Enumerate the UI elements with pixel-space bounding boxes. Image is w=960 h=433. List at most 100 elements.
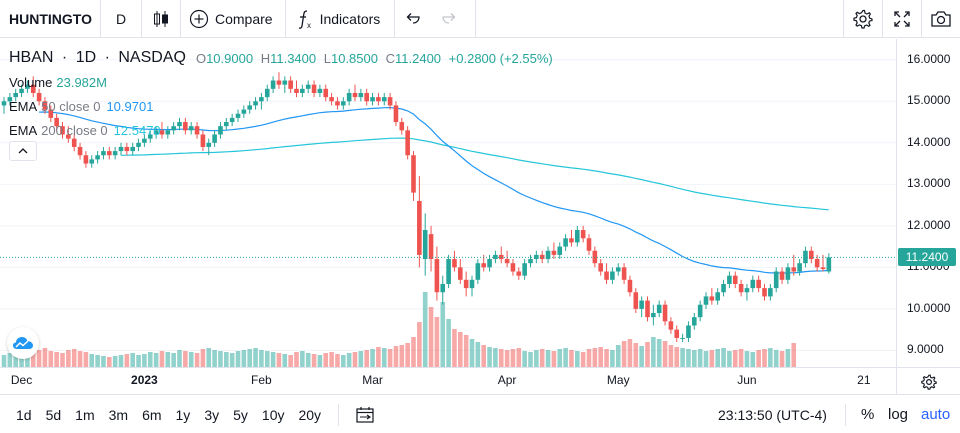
time-scale[interactable]: Dec 2023 Feb Mar Apr May Jun 21 <box>0 367 960 395</box>
candle-body <box>773 271 779 289</box>
snapshot-button[interactable] <box>922 0 960 38</box>
auto-scale-button[interactable]: auto <box>921 396 950 433</box>
candle-body <box>381 97 387 102</box>
range-button-5d[interactable]: 5d <box>45 406 62 423</box>
time-tick: Feb <box>251 373 272 387</box>
candle-body <box>627 279 633 293</box>
chart-pane[interactable] <box>0 39 960 367</box>
range-button-3y[interactable]: 3y <box>204 406 220 423</box>
volume-bar <box>118 355 124 367</box>
volume-bar <box>95 355 100 367</box>
volume-bar <box>311 354 317 367</box>
volume-bar <box>686 349 691 367</box>
range-button-20y[interactable]: 20y <box>298 406 322 423</box>
range-button-5y[interactable]: 5y <box>233 406 248 423</box>
indicators-button[interactable]: x Indicators <box>286 0 395 38</box>
volume-bar <box>516 348 522 367</box>
settings-button[interactable] <box>844 0 882 38</box>
timezone-clock[interactable]: 23:13:50 (UTC-4) <box>718 396 827 433</box>
range-button-1m[interactable]: 1m <box>75 406 95 423</box>
volume-bar <box>651 337 656 367</box>
volume-bar <box>662 341 668 367</box>
candle-body <box>270 80 276 89</box>
candle-body <box>820 267 826 270</box>
chart-type-button[interactable] <box>142 0 180 38</box>
candle-body <box>212 134 217 143</box>
candle-body <box>147 134 153 139</box>
log-scale-button[interactable]: log <box>888 396 908 433</box>
volume-bar <box>604 349 609 367</box>
chevron-up-icon <box>18 148 28 154</box>
ema50-legend[interactable]: EMA 50 close 0 10.9701 <box>9 94 557 118</box>
candle-body <box>826 257 832 272</box>
range-button-3m[interactable]: 3m <box>108 406 129 423</box>
ema200-legend[interactable]: EMA 200 close 0 12.5470 <box>9 118 557 142</box>
ema200-label: EMA <box>9 122 38 138</box>
interval-button[interactable]: D <box>101 0 141 38</box>
candle-body <box>452 259 457 268</box>
candle-body <box>95 155 100 160</box>
undo-button[interactable] <box>395 0 431 38</box>
price-chart[interactable] <box>0 39 896 367</box>
volume-legend[interactable]: Volume 23.982M <box>9 70 557 94</box>
candle-body <box>77 146 83 156</box>
volume-bar <box>1 355 7 367</box>
range-button-1y[interactable]: 1y <box>175 406 191 423</box>
calendar-range-icon <box>356 406 374 423</box>
collapse-legend-button[interactable] <box>9 141 37 161</box>
price-scale[interactable]: 16.0000 15.0000 14.0000 13.0000 12.0000 11.00… <box>896 39 960 367</box>
volume-bar <box>188 352 194 367</box>
volume-bar <box>498 349 504 367</box>
range-button-6m[interactable]: 6m <box>142 406 162 423</box>
price-tick: 9.0000 <box>907 342 944 357</box>
range-button-1d[interactable]: 1d <box>16 406 32 423</box>
scale-settings-button[interactable] <box>896 368 960 395</box>
volume-bar <box>539 349 545 367</box>
volume-bar <box>364 350 369 367</box>
volume-bar <box>159 351 165 367</box>
candle-body <box>346 92 352 102</box>
volume-bar <box>352 352 358 367</box>
volume-bar <box>504 350 510 367</box>
high-value: 11.3400 <box>270 50 317 66</box>
volume-bar <box>30 349 36 367</box>
volume-bar <box>153 353 159 367</box>
volume-bar <box>177 350 182 367</box>
candle-body <box>458 267 463 280</box>
toolbar-divider <box>843 0 844 38</box>
volume-bar <box>276 353 282 367</box>
volume-bar <box>341 355 346 367</box>
candle-body <box>183 122 188 131</box>
symbol-search-button[interactable]: HUNTINGTO <box>0 0 100 38</box>
open-key: O <box>195 50 207 66</box>
price-tick: 16.0000 <box>907 51 951 66</box>
volume-bar <box>300 351 305 367</box>
toolbar-divider <box>141 0 142 38</box>
compare-button[interactable]: Compare <box>181 0 285 38</box>
volume-bar <box>534 350 539 367</box>
fullscreen-button[interactable] <box>883 0 921 38</box>
redo-button[interactable] <box>431 0 467 38</box>
volume-bar <box>732 350 738 367</box>
candle-body <box>557 246 563 255</box>
low-value: 10.8500 <box>330 50 378 66</box>
tradingview-logo[interactable] <box>7 327 39 359</box>
main-series-legend[interactable]: HBAN · 1D · NASDAQ O10.9000 H11.3400 L10… <box>9 46 557 70</box>
volume-bar <box>165 352 171 367</box>
volume-bar <box>697 349 703 367</box>
percent-scale-button[interactable]: % <box>861 396 874 433</box>
candle-body <box>703 296 709 305</box>
volume-bar <box>463 335 469 367</box>
volume-bar <box>563 348 568 367</box>
candle-body <box>598 263 603 272</box>
go-to-date-button[interactable] <box>349 396 381 433</box>
candle-body <box>112 151 118 156</box>
volume-bar <box>54 352 59 367</box>
percent-label: % <box>861 406 875 423</box>
candle-body <box>194 126 200 135</box>
candle-body <box>247 105 252 110</box>
volume-bar <box>417 322 422 367</box>
range-button-10y[interactable]: 10y <box>261 406 285 423</box>
volume-bar <box>19 352 24 367</box>
top-toolbar: HUNTINGTO D Compare x Indicators <box>0 0 960 38</box>
